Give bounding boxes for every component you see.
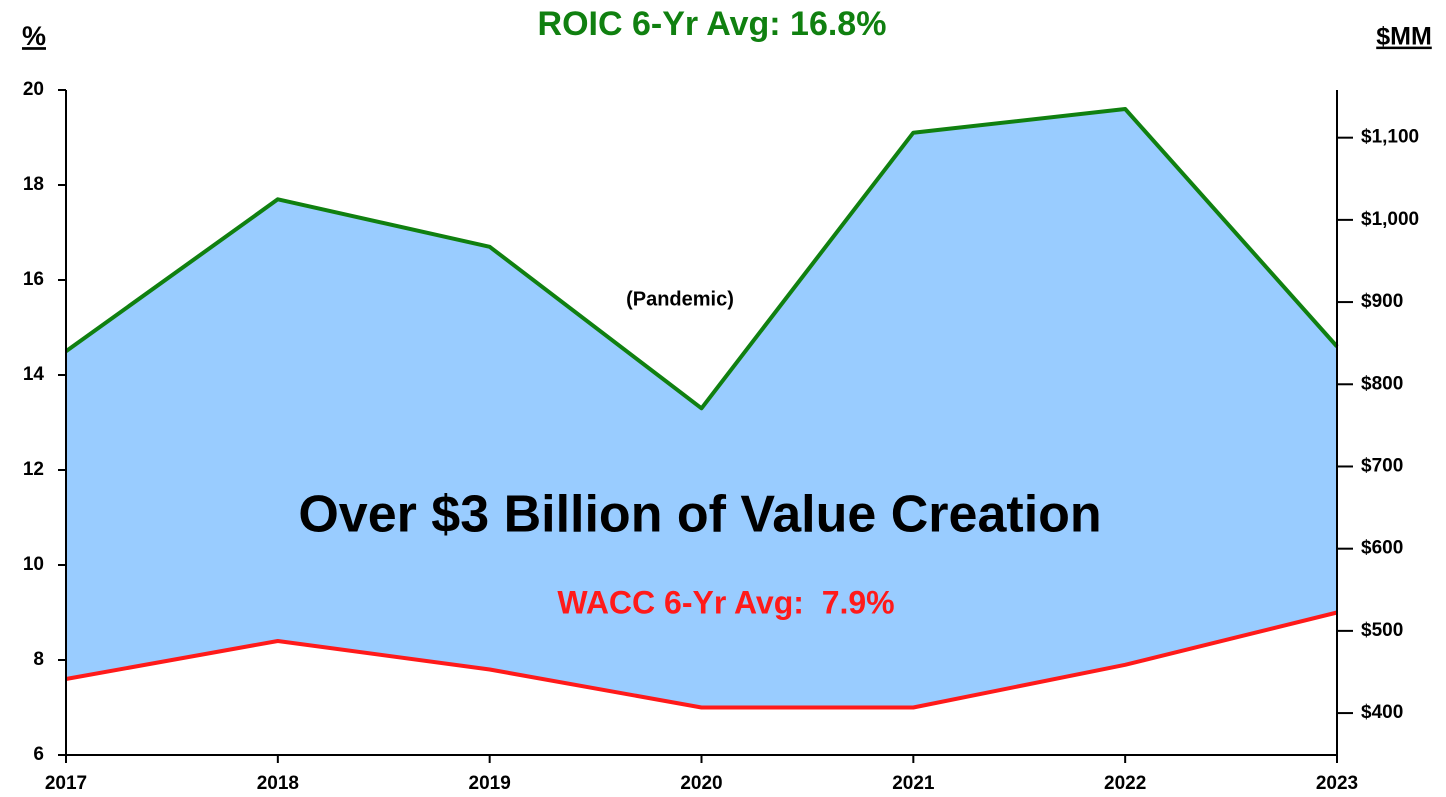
- y-axis-label: %: [22, 21, 46, 51]
- y2-tick-label: $1,100: [1361, 127, 1419, 148]
- annotation: (Pandemic): [626, 288, 734, 310]
- y2-tick-label: $500: [1361, 620, 1403, 641]
- x-tick-label: 2018: [257, 773, 299, 794]
- x-tick-label: 2020: [680, 773, 722, 794]
- y-tick-label: 6: [33, 744, 44, 765]
- x-tick-label: 2022: [1104, 773, 1146, 794]
- chart-title: ROIC 6-Yr Avg: 16.8%: [538, 5, 887, 43]
- x-tick-label: 2021: [892, 773, 935, 794]
- y2-tick-label: $900: [1361, 291, 1403, 312]
- y-tick-label: 8: [33, 649, 44, 670]
- y-tick-label: 14: [23, 364, 45, 385]
- x-tick-label: 2023: [1316, 773, 1358, 794]
- y-tick-label: 20: [23, 79, 44, 100]
- y-tick-label: 12: [23, 459, 44, 480]
- annotation: WACC 6-Yr Avg: 7.9%: [557, 584, 894, 620]
- y2-tick-label: $1,000: [1361, 209, 1419, 230]
- y2-axis-label: $MM: [1376, 23, 1432, 51]
- y2-tick-label: $800: [1361, 373, 1403, 394]
- x-tick-label: 2019: [469, 773, 511, 794]
- y-tick-label: 10: [23, 554, 44, 575]
- value-band: [66, 109, 1337, 708]
- y2-tick-label: $700: [1361, 455, 1403, 476]
- series-line: [64, 107, 1339, 411]
- y2-tick-label: $600: [1361, 538, 1403, 559]
- annotation: Over $3 Billion of Value Creation: [298, 486, 1101, 544]
- x-tick-label: 2017: [45, 773, 87, 794]
- y2-tick-label: $400: [1361, 702, 1403, 723]
- series-line: [65, 610, 1338, 710]
- y-tick-label: 18: [23, 174, 44, 195]
- y-tick-label: 16: [23, 269, 44, 290]
